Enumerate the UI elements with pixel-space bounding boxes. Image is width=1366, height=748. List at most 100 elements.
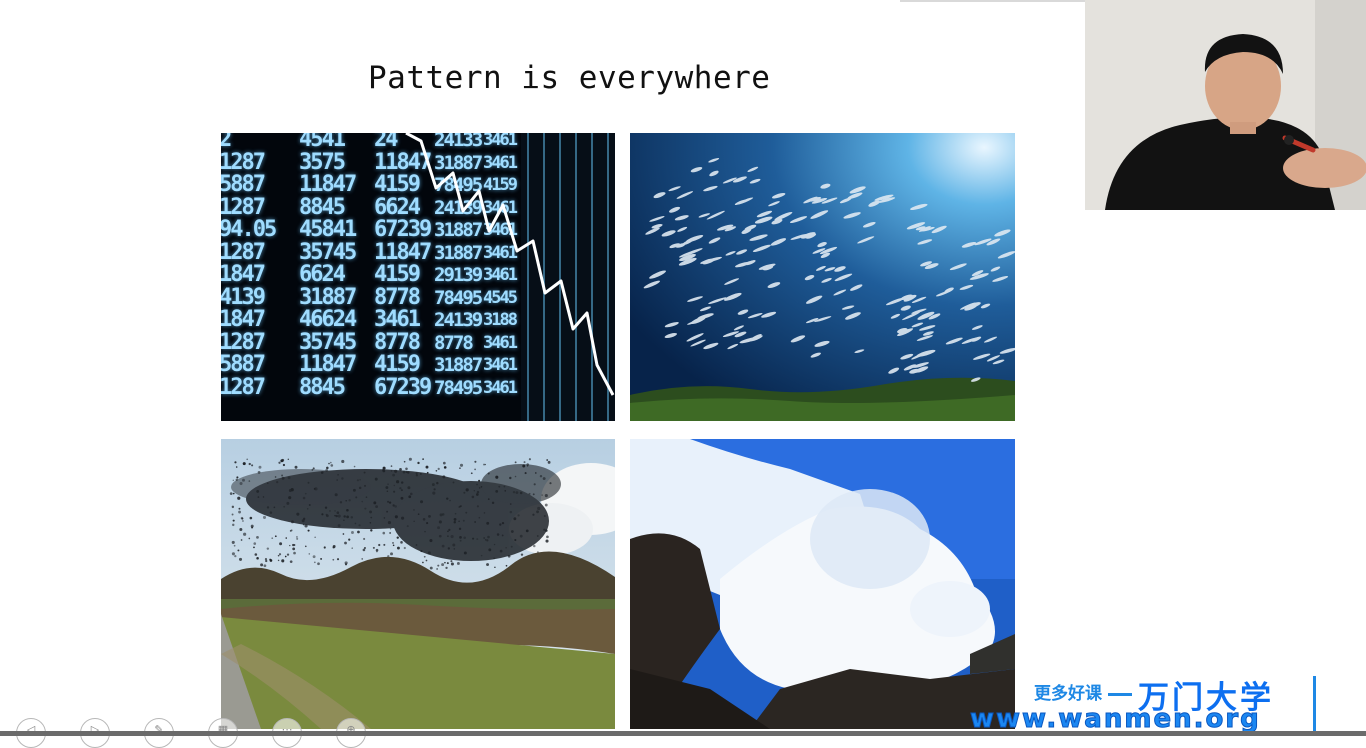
bird-dot bbox=[265, 559, 268, 563]
fish-shape bbox=[890, 313, 901, 319]
bird-dot bbox=[432, 491, 436, 495]
bird-dot bbox=[382, 469, 385, 471]
fish-shape bbox=[668, 186, 681, 192]
bird-dot bbox=[459, 536, 462, 539]
bird-dot bbox=[463, 491, 466, 494]
bird-dot bbox=[256, 556, 259, 560]
bird-dot bbox=[337, 524, 341, 527]
bird-dot bbox=[507, 554, 511, 558]
bird-dot bbox=[314, 487, 318, 491]
bird-dot bbox=[325, 468, 329, 472]
fish-shape bbox=[733, 325, 744, 331]
bird-dot bbox=[323, 546, 326, 549]
fish-shape bbox=[678, 257, 697, 266]
bird-dot bbox=[262, 515, 267, 519]
bird-dot bbox=[486, 521, 490, 525]
fish-shape bbox=[771, 218, 783, 225]
fish-shape bbox=[945, 337, 963, 345]
bird-dot bbox=[399, 467, 402, 471]
bird-dot bbox=[246, 458, 249, 461]
bird-dot bbox=[546, 459, 549, 461]
fish-shape bbox=[874, 194, 894, 201]
bird-dot bbox=[248, 537, 251, 540]
bird-dot bbox=[282, 463, 286, 467]
bird-dot bbox=[536, 535, 539, 537]
fish-shape bbox=[821, 278, 832, 283]
fish-shape bbox=[915, 226, 926, 231]
fish-shape bbox=[804, 275, 815, 281]
fish-shape bbox=[669, 206, 681, 213]
bird-dot bbox=[332, 545, 336, 548]
bird-dot bbox=[458, 527, 462, 531]
fish-shape bbox=[754, 216, 773, 224]
fish-shape bbox=[810, 352, 821, 358]
bird-dot bbox=[277, 559, 280, 562]
bird-murmuration-photo bbox=[221, 439, 615, 729]
bird-dot bbox=[445, 566, 448, 570]
bird-dot bbox=[281, 476, 285, 480]
bird-dot bbox=[279, 542, 283, 546]
bird-dot bbox=[355, 496, 358, 499]
bird-dot bbox=[410, 492, 413, 496]
bird-dot bbox=[436, 568, 438, 570]
bird-dot bbox=[438, 534, 442, 538]
fish-shape bbox=[917, 239, 933, 245]
bird-dot bbox=[453, 521, 456, 524]
bird-dot bbox=[283, 505, 286, 508]
fish-shape bbox=[971, 325, 983, 330]
bird-dot bbox=[505, 546, 507, 549]
bird-dot bbox=[235, 478, 238, 481]
bird-dot bbox=[476, 483, 478, 486]
bird-dot bbox=[351, 547, 353, 549]
fish-shape bbox=[703, 185, 718, 192]
fish-shape bbox=[994, 229, 1011, 237]
bird-dot bbox=[341, 477, 344, 480]
bird-dot bbox=[239, 528, 243, 532]
bird-dot bbox=[344, 541, 347, 545]
bird-dot bbox=[296, 537, 299, 540]
bird-dot bbox=[415, 472, 418, 475]
bird-dot bbox=[314, 536, 316, 538]
fish-shape bbox=[698, 213, 711, 218]
bird-dot bbox=[532, 513, 535, 516]
fish-shape bbox=[928, 313, 941, 320]
bird-dot bbox=[253, 546, 255, 549]
bird-dot bbox=[408, 457, 412, 461]
fish-shape bbox=[912, 362, 929, 368]
bird-dot bbox=[450, 560, 453, 563]
bird-dot bbox=[289, 544, 291, 547]
bird-dot bbox=[408, 495, 412, 499]
bird-dot bbox=[238, 507, 241, 510]
bird-dot bbox=[519, 534, 523, 538]
fish-shape bbox=[986, 355, 1001, 362]
bird-dot bbox=[361, 558, 364, 560]
bird-dot bbox=[232, 523, 235, 527]
bird-dot bbox=[546, 535, 549, 539]
bird-dot bbox=[545, 529, 548, 532]
bird-dot bbox=[486, 539, 489, 542]
bird-dot bbox=[365, 496, 368, 499]
bird-dot bbox=[248, 462, 251, 466]
fish-shape bbox=[676, 191, 694, 199]
bird-dot bbox=[503, 485, 506, 488]
bird-dot bbox=[311, 469, 314, 471]
fish-shape bbox=[744, 224, 757, 231]
bird-dot bbox=[453, 548, 456, 550]
bird-dot bbox=[473, 490, 476, 492]
fish-shape bbox=[770, 238, 787, 246]
watermark-dash bbox=[1108, 693, 1132, 696]
bird-dot bbox=[478, 487, 481, 489]
bird-dot bbox=[392, 504, 395, 507]
fish-shape bbox=[815, 265, 826, 271]
bird-dot bbox=[289, 529, 292, 532]
bird-dot bbox=[242, 462, 246, 466]
bird-dot bbox=[266, 547, 270, 550]
bird-dot bbox=[363, 547, 366, 549]
bird-dot bbox=[417, 513, 420, 515]
watermark-bar bbox=[1313, 676, 1316, 732]
bird-dot bbox=[328, 462, 330, 465]
bird-dot bbox=[325, 513, 328, 516]
bird-dot bbox=[480, 486, 483, 488]
fish-shape bbox=[649, 270, 666, 279]
